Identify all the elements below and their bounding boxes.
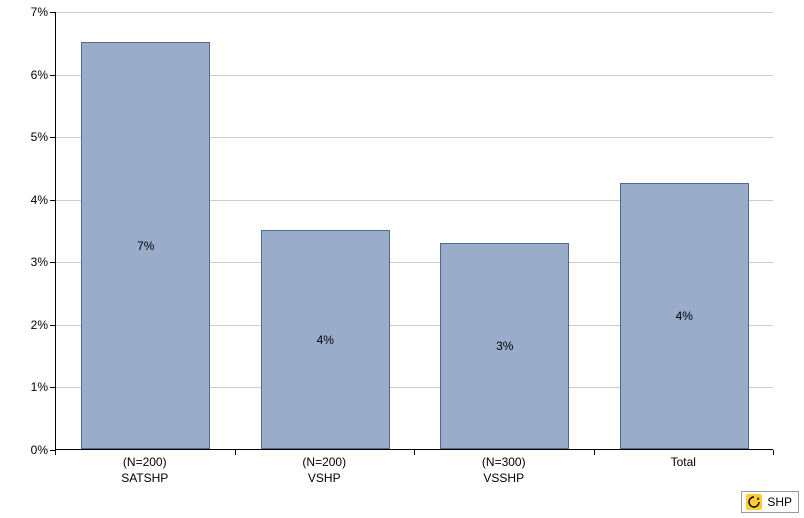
y-tick-label: 0%	[8, 443, 48, 457]
x-category-line2: SATSHP	[55, 471, 235, 487]
bar: 3%	[440, 243, 569, 449]
bar-chart: 7%4%3%4% 0%1%2%3%4%5%6%7%(N=200)SATSHP(N…	[0, 0, 804, 518]
bar: 4%	[261, 230, 390, 449]
x-category-line2: VSHP	[235, 471, 415, 487]
y-tick-mark	[50, 200, 55, 201]
bar: 7%	[81, 42, 210, 449]
x-category-label: (N=200)VSHP	[235, 455, 415, 486]
x-category-line2: Total	[594, 455, 774, 471]
y-tick-label: 6%	[8, 68, 48, 82]
x-tick-mark	[773, 450, 774, 455]
y-tick-label: 5%	[8, 130, 48, 144]
bar-value-label: 3%	[441, 339, 568, 353]
y-tick-mark	[50, 387, 55, 388]
x-category-line1: (N=200)	[235, 455, 415, 471]
y-tick-mark	[50, 137, 55, 138]
x-category-label: Total	[594, 455, 774, 471]
x-category-line1: (N=200)	[55, 455, 235, 471]
y-tick-label: 4%	[8, 193, 48, 207]
bar-value-label: 4%	[621, 309, 748, 323]
x-category-label: (N=300)VSSHP	[414, 455, 594, 486]
y-tick-mark	[50, 325, 55, 326]
gridline	[56, 12, 773, 13]
x-category-label: (N=200)SATSHP	[55, 455, 235, 486]
legend: SHP	[741, 491, 799, 513]
legend-refresh-icon	[746, 494, 762, 510]
y-tick-mark	[50, 75, 55, 76]
y-tick-label: 3%	[8, 255, 48, 269]
bar-value-label: 4%	[262, 333, 389, 347]
y-tick-mark	[50, 12, 55, 13]
plot-area: 7% 4% 3% 4%	[55, 12, 773, 450]
y-tick-label: 7%	[8, 5, 48, 19]
y-tick-label: 2%	[8, 318, 48, 332]
x-category-line2: VSSHP	[414, 471, 594, 487]
y-tick-label: 1%	[8, 380, 48, 394]
legend-label: SHP	[767, 495, 792, 509]
x-category-line1: (N=300)	[414, 455, 594, 471]
y-tick-mark	[50, 262, 55, 263]
bar-value-label: 7%	[82, 239, 209, 253]
bar: 4%	[620, 183, 749, 449]
